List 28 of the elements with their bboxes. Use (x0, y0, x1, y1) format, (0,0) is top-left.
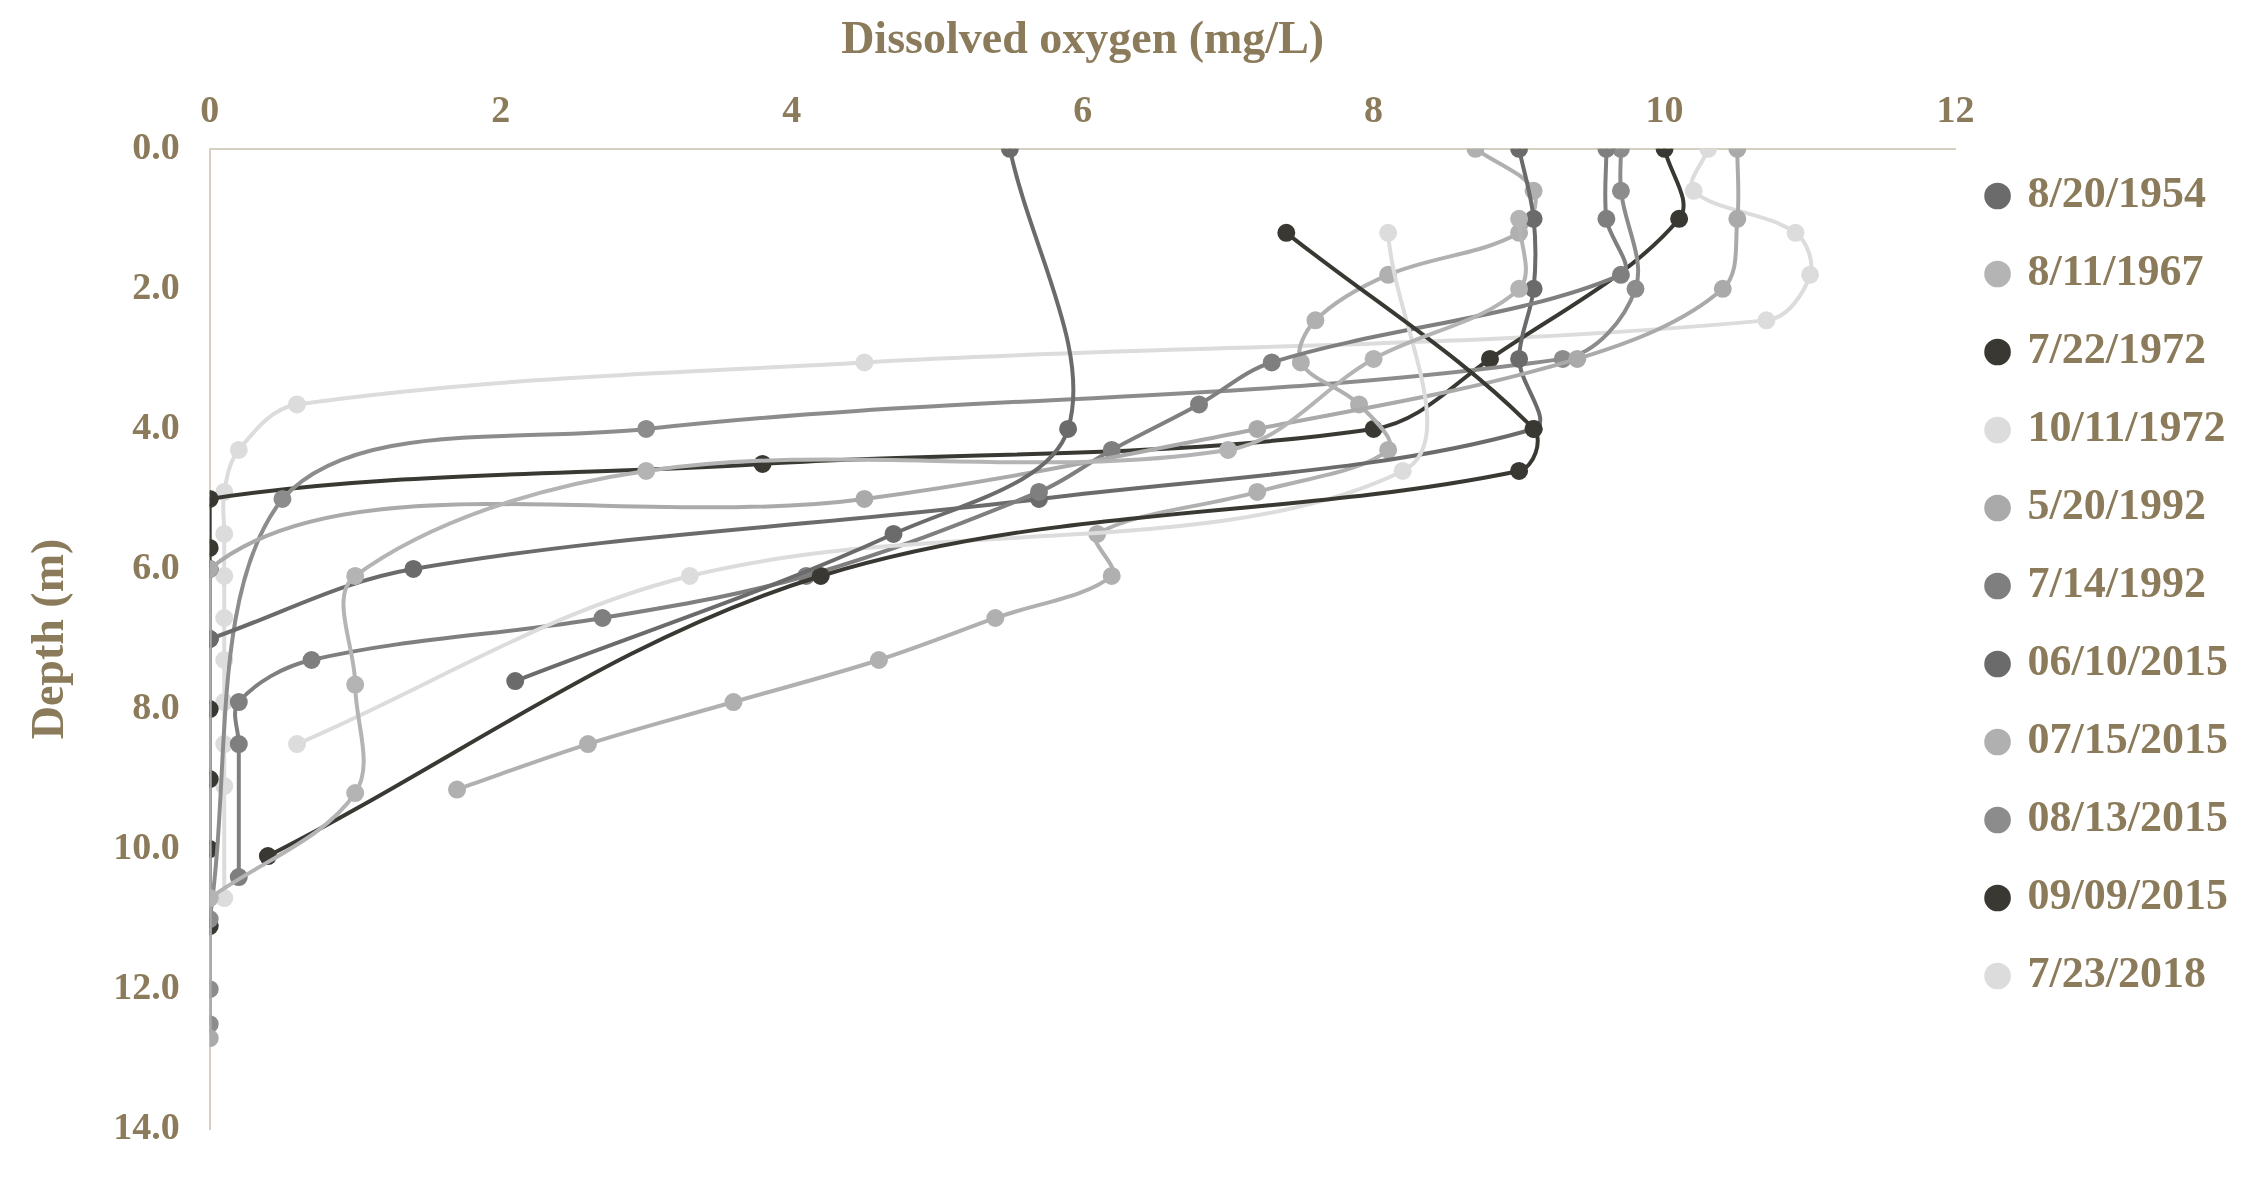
legend-label: 7/22/1972 (2027, 324, 2206, 374)
y-tick-label: 14.0 (113, 1105, 180, 1148)
x-tick-label: 10 (1645, 87, 1684, 130)
x-tick-label: 6 (1073, 87, 1093, 130)
x-tick-label: 8 (1364, 87, 1384, 130)
x-tick-label: 12 (1936, 87, 1975, 130)
legend-label: 7/14/1992 (2027, 558, 2206, 608)
legend-label: 10/11/1972 (2027, 402, 2226, 452)
y-axis-title: Depth (m) (22, 538, 74, 740)
legend-label: 8/11/1967 (2027, 246, 2204, 296)
legend-label: 7/23/2018 (2027, 948, 2206, 998)
y-tick-label: 8.0 (132, 684, 180, 727)
x-tick-label: 0 (200, 87, 220, 130)
y-tick-label: 12.0 (113, 964, 180, 1007)
y-tick-label: 0.0 (132, 124, 180, 167)
legend-label: 06/10/2015 (2027, 636, 2228, 686)
legend-label: 08/13/2015 (2027, 792, 2228, 842)
y-tick-label: 4.0 (132, 404, 180, 447)
y-tick-label: 6.0 (132, 544, 180, 587)
x-axis-title: Dissolved oxygen (mg/L) (841, 12, 1325, 64)
legend-label: 07/15/2015 (2027, 714, 2228, 764)
y-tick-label: 2.0 (132, 264, 180, 307)
legend-label: 09/09/2015 (2027, 870, 2228, 920)
y-tick-label: 10.0 (113, 824, 180, 867)
legend-label: 5/20/1992 (2027, 480, 2206, 530)
x-tick-label: 2 (491, 87, 511, 130)
legend-label: 8/20/1954 (2027, 168, 2206, 218)
x-tick-label: 4 (782, 87, 802, 130)
